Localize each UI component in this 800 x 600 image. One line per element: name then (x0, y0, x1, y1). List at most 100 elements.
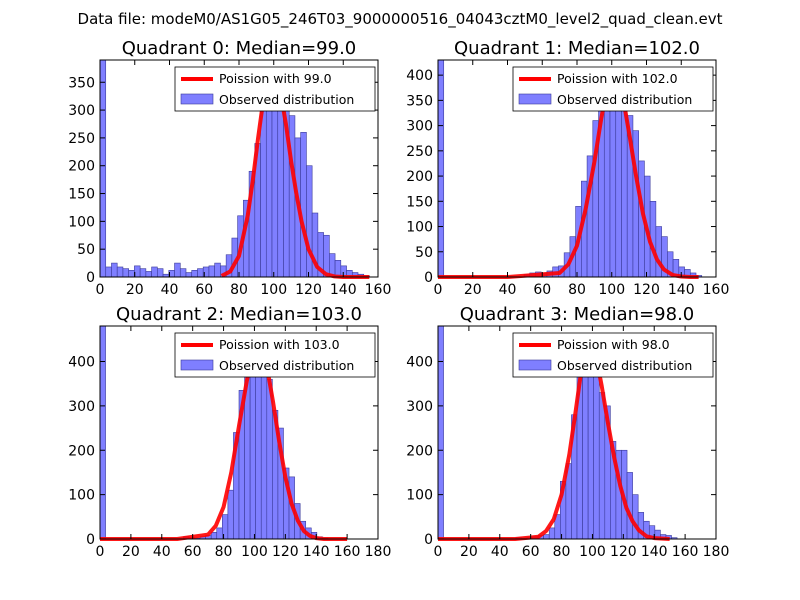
x-tick-label: 0 (96, 282, 105, 298)
histogram-bar (174, 262, 181, 278)
subplot-title: Quadrant 2: Median=103.0 (116, 304, 362, 325)
x-tick-label: 60 (533, 282, 551, 298)
x-tick-label: 140 (641, 544, 668, 560)
legend: Poission with 102.0 Observed distribution (512, 66, 714, 112)
histogram-bar (179, 268, 187, 278)
histogram-bar (111, 262, 118, 278)
y-tick-label: 300 (406, 399, 433, 415)
x-tick-label: 80 (568, 282, 586, 298)
histogram-bar (300, 132, 307, 278)
histogram-bar (598, 392, 606, 540)
histogram-bar (548, 527, 556, 540)
y-tick-label: 100 (68, 488, 95, 504)
histogram-bar (208, 265, 215, 278)
legend-label-observed: Observed distribution (557, 92, 692, 107)
legend-label-poisson: Poission with 102.0 (557, 71, 678, 86)
histogram-bar (437, 59, 445, 278)
histogram-bar (210, 532, 218, 540)
legend-bar-swatch (518, 359, 552, 371)
histogram-bars (437, 59, 703, 278)
y-tick-label: 200 (406, 443, 433, 459)
histogram-bar (151, 266, 158, 278)
histogram-bar (99, 59, 107, 278)
legend: Poission with 103.0 Observed distribution (174, 332, 376, 378)
legend-bar-swatch (518, 93, 552, 105)
legend-bar-swatch (180, 359, 214, 371)
legend-bar-swatch (180, 93, 214, 105)
y-tick-label: 400 (406, 355, 433, 371)
x-tick-label: 120 (610, 544, 637, 560)
histogram-bar (105, 266, 112, 278)
x-tick-label: 60 (195, 282, 213, 298)
histogram-bar (306, 165, 313, 278)
x-tick-label: 20 (122, 544, 140, 560)
subplot-quadrant-3: Quadrant 3: Median=98.00 20 40 60 80 100 120 14… (406, 304, 729, 560)
histogram-bars (99, 325, 329, 540)
legend-label-observed: Observed distribution (219, 92, 354, 107)
figure-suptitle: Data file: modeM0/AS1G05_246T03_90000005… (78, 10, 723, 29)
x-tick-label: 80 (553, 544, 571, 560)
histogram-bar (216, 527, 223, 540)
x-tick-label: 0 (96, 544, 105, 560)
x-tick-label: 0 (434, 544, 443, 560)
histogram-bar (116, 266, 124, 278)
x-tick-label: 60 (522, 544, 540, 560)
x-tick-label: 100 (260, 282, 287, 298)
x-tick-label: 80 (215, 544, 233, 560)
histogram-bar (139, 268, 147, 278)
x-tick-label: 20 (126, 282, 144, 298)
x-tick-label: 0 (434, 282, 443, 298)
y-tick-label: 100 (406, 220, 433, 236)
histogram-bar (157, 268, 164, 278)
x-tick-label: 20 (464, 282, 482, 298)
x-tick-label: 140 (303, 544, 330, 560)
subplot-quadrant-1: Quadrant 1: Median=102.0 0 20 40 60 80 100 120 1… (406, 38, 729, 298)
y-tick-label: 0 (86, 532, 95, 548)
x-tick-label: 100 (598, 282, 625, 298)
histogram-bar (260, 109, 267, 278)
x-tick-label: 100 (241, 544, 268, 560)
histogram-bar (134, 265, 141, 278)
y-tick-label: 300 (406, 119, 433, 135)
y-tick-label: 150 (68, 187, 95, 203)
y-tick-label: 200 (68, 159, 95, 175)
x-tick-label: 40 (161, 282, 179, 298)
axes-frame (99, 325, 379, 540)
y-tick-label: 400 (406, 68, 433, 84)
x-tick-label: 120 (295, 282, 322, 298)
y-tick-label: 250 (406, 144, 433, 160)
y-tick-label: 0 (424, 532, 433, 548)
histogram-bar (197, 268, 204, 278)
y-tick-label: 250 (68, 131, 95, 147)
y-tick-label: 350 (406, 93, 433, 109)
x-tick-label: 140 (668, 282, 695, 298)
y-tick-label: 400 (68, 355, 95, 371)
histogram-bar (615, 84, 622, 278)
histogram-bar (227, 489, 234, 540)
x-tick-label: 160 (334, 544, 361, 560)
histogram-bar (277, 104, 284, 278)
legend: Poission with 98.0 Observed distribution (512, 332, 714, 378)
legend-label-poisson: Poission with 103.0 (219, 337, 340, 352)
subplot-grid: Quadrant 0: Median=99.00 20 40 60 80 100 120 14… (68, 38, 729, 560)
y-tick-label: 100 (68, 214, 95, 230)
histogram-bar (145, 271, 152, 278)
histogram-bar (99, 325, 106, 540)
legend-label-observed: Observed distribution (557, 358, 692, 373)
histogram-bar (543, 534, 550, 540)
y-tick-label: 300 (68, 103, 95, 119)
histogram-bar (122, 268, 129, 278)
x-tick-label: 40 (499, 282, 517, 298)
y-tick-label: 150 (406, 194, 433, 210)
subplot-quadrant-2: Quadrant 2: Median=103.00 20 40 60 80 100 120 1… (68, 304, 391, 560)
histogram-bar (191, 270, 198, 278)
histogram-bar (334, 260, 342, 278)
x-tick-label: 160 (672, 544, 699, 560)
x-tick-label: 160 (703, 282, 730, 298)
subplot-title: Quadrant 3: Median=98.0 (460, 304, 695, 325)
y-tick-label: 0 (86, 270, 95, 286)
subplot-title: Quadrant 1: Median=102.0 (454, 38, 700, 59)
x-tick-label: 180 (365, 544, 392, 560)
x-tick-label: 80 (230, 282, 248, 298)
